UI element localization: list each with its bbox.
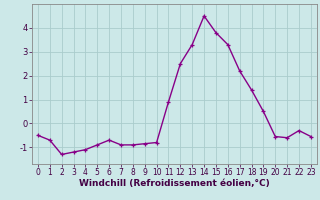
- X-axis label: Windchill (Refroidissement éolien,°C): Windchill (Refroidissement éolien,°C): [79, 179, 270, 188]
